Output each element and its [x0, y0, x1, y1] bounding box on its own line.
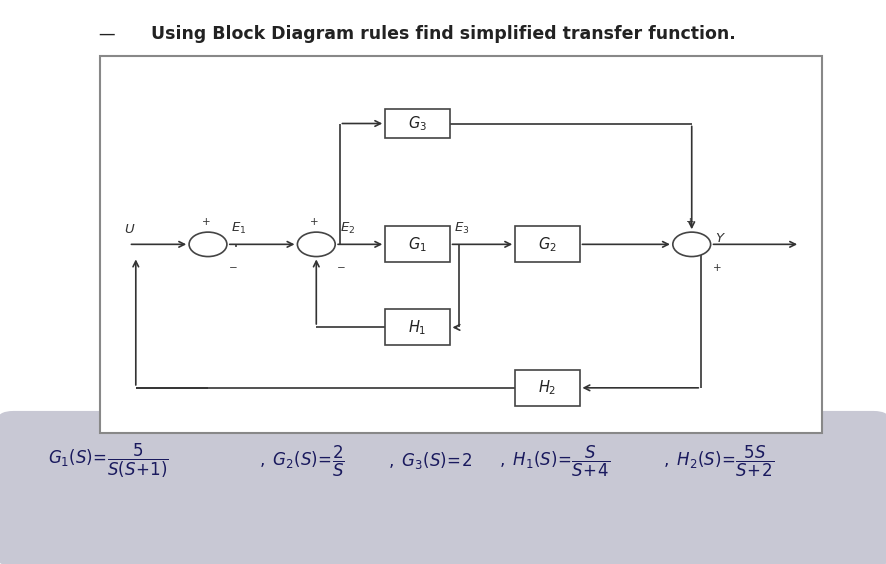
Text: $Y$: $Y$	[714, 232, 725, 245]
FancyBboxPatch shape	[0, 411, 886, 564]
Bar	[99, 55, 820, 433]
Circle shape	[189, 232, 227, 257]
Text: $,\ \mathit{H_2}(S)\!=\!\dfrac{5S}{S\!+\!2}$: $,\ \mathit{H_2}(S)\!=\!\dfrac{5S}{S\!+\…	[662, 443, 773, 478]
Bar	[515, 370, 579, 406]
Text: $\mathit{G_1}(S)\!=\!\dfrac{5}{S(S\!+\!1)}$: $\mathit{G_1}(S)\!=\!\dfrac{5}{S(S\!+\!1…	[48, 442, 169, 480]
Text: $E_3$: $E_3$	[454, 221, 469, 236]
Text: $E_1$: $E_1$	[231, 221, 246, 236]
Circle shape	[672, 232, 710, 257]
Text: +: +	[310, 217, 318, 227]
Text: $H_2$: $H_2$	[538, 378, 556, 397]
Text: $H_1$: $H_1$	[408, 318, 426, 337]
Circle shape	[297, 232, 335, 257]
Text: $G_1$: $G_1$	[408, 235, 426, 254]
Text: •: •	[234, 244, 238, 250]
Text: $G_3$: $G_3$	[408, 114, 426, 133]
Text: $,\ \mathit{G_2}(S)\!=\!\dfrac{2}{S}$: $,\ \mathit{G_2}(S)\!=\!\dfrac{2}{S}$	[259, 443, 344, 478]
Text: +: +	[202, 217, 210, 227]
Text: −: −	[337, 263, 346, 272]
Text: +: +	[685, 217, 694, 227]
Text: $,\ \mathit{G_3}(S)\!=\!2$: $,\ \mathit{G_3}(S)\!=\!2$	[387, 451, 471, 472]
Text: $E_2$: $E_2$	[339, 221, 354, 236]
Text: $U$: $U$	[124, 223, 136, 236]
Bar	[515, 226, 579, 262]
Bar	[385, 310, 449, 346]
Text: −: −	[229, 263, 237, 272]
Text: —: —	[97, 25, 114, 43]
Text: Using Block Diagram rules find simplified transfer function.: Using Block Diagram rules find simplifie…	[151, 25, 735, 43]
Bar	[385, 226, 449, 262]
Bar	[13, 0, 872, 433]
Bar	[385, 109, 449, 138]
Text: $,\ \mathit{H_1}(S)\!=\!\dfrac{S}{S\!+\!4}$: $,\ \mathit{H_1}(S)\!=\!\dfrac{S}{S\!+\!…	[499, 443, 610, 478]
Text: $G_2$: $G_2$	[538, 235, 556, 254]
Text: +: +	[711, 263, 720, 272]
